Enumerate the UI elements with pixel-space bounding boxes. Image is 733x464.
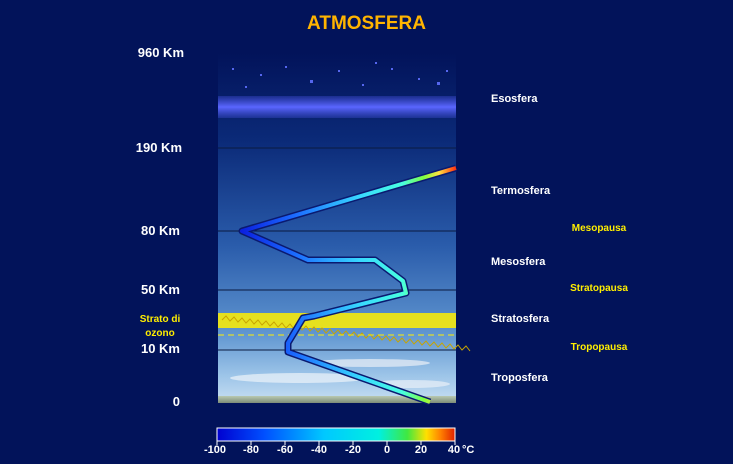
ground (218, 396, 456, 403)
altitude-label-50: 50 Km (140, 282, 180, 297)
altitude-label-80: 80 Km (140, 223, 180, 238)
altitude-label-0: 0 (172, 394, 180, 409)
scale-tick-label: -20 (345, 444, 361, 456)
layer-label-esosfera: Esosfera (491, 93, 538, 105)
pause-label-mesopausa: Mesopausa (571, 223, 627, 234)
ozone-layer (218, 313, 456, 328)
scale-tick-label: -100 (203, 444, 227, 456)
temperature-curve (240, 166, 457, 404)
scale-tick-label: -60 (277, 444, 293, 456)
cloud (310, 359, 430, 367)
layer-label-troposfera: Troposfera (491, 372, 548, 384)
altitude-label-190: 190 Km (135, 140, 182, 155)
scale-unit-label: °C (462, 444, 475, 456)
scale-tick-label: -40 (311, 444, 327, 456)
ozone-label-line1: Strato di (139, 314, 181, 325)
pause-label-stratopausa: Stratopausa (570, 283, 628, 294)
scale-tick-label: 0 (383, 444, 391, 456)
layer-label-stratosfera: Stratosfera (491, 313, 550, 325)
altitude-lines (218, 147, 456, 351)
scale-ticks (216, 441, 456, 445)
ozone-label-line2: ozono (145, 328, 175, 339)
layer-label-termosfera: Termosfera (491, 185, 551, 197)
scale-tick-label: -80 (243, 444, 259, 456)
cloud (230, 373, 370, 383)
ozone-texture (221, 315, 471, 352)
scale-tick-label: 40 (447, 444, 461, 456)
ozone-layer-label: Strato di ozono (130, 313, 190, 341)
altitude-label-10: 10 Km (140, 341, 180, 356)
diagram-title: ATMOSFERA (307, 13, 426, 34)
exosphere-band (218, 96, 456, 118)
altitude-label-960: 960 Km (137, 45, 184, 60)
pause-label-tropopausa: Tropopausa (570, 342, 628, 353)
layer-label-mesosfera: Mesosfera (491, 256, 546, 268)
scale-tick-label: 20 (414, 444, 428, 456)
temperature-scale-bar (216, 427, 456, 442)
exosphere-particles (232, 62, 448, 88)
